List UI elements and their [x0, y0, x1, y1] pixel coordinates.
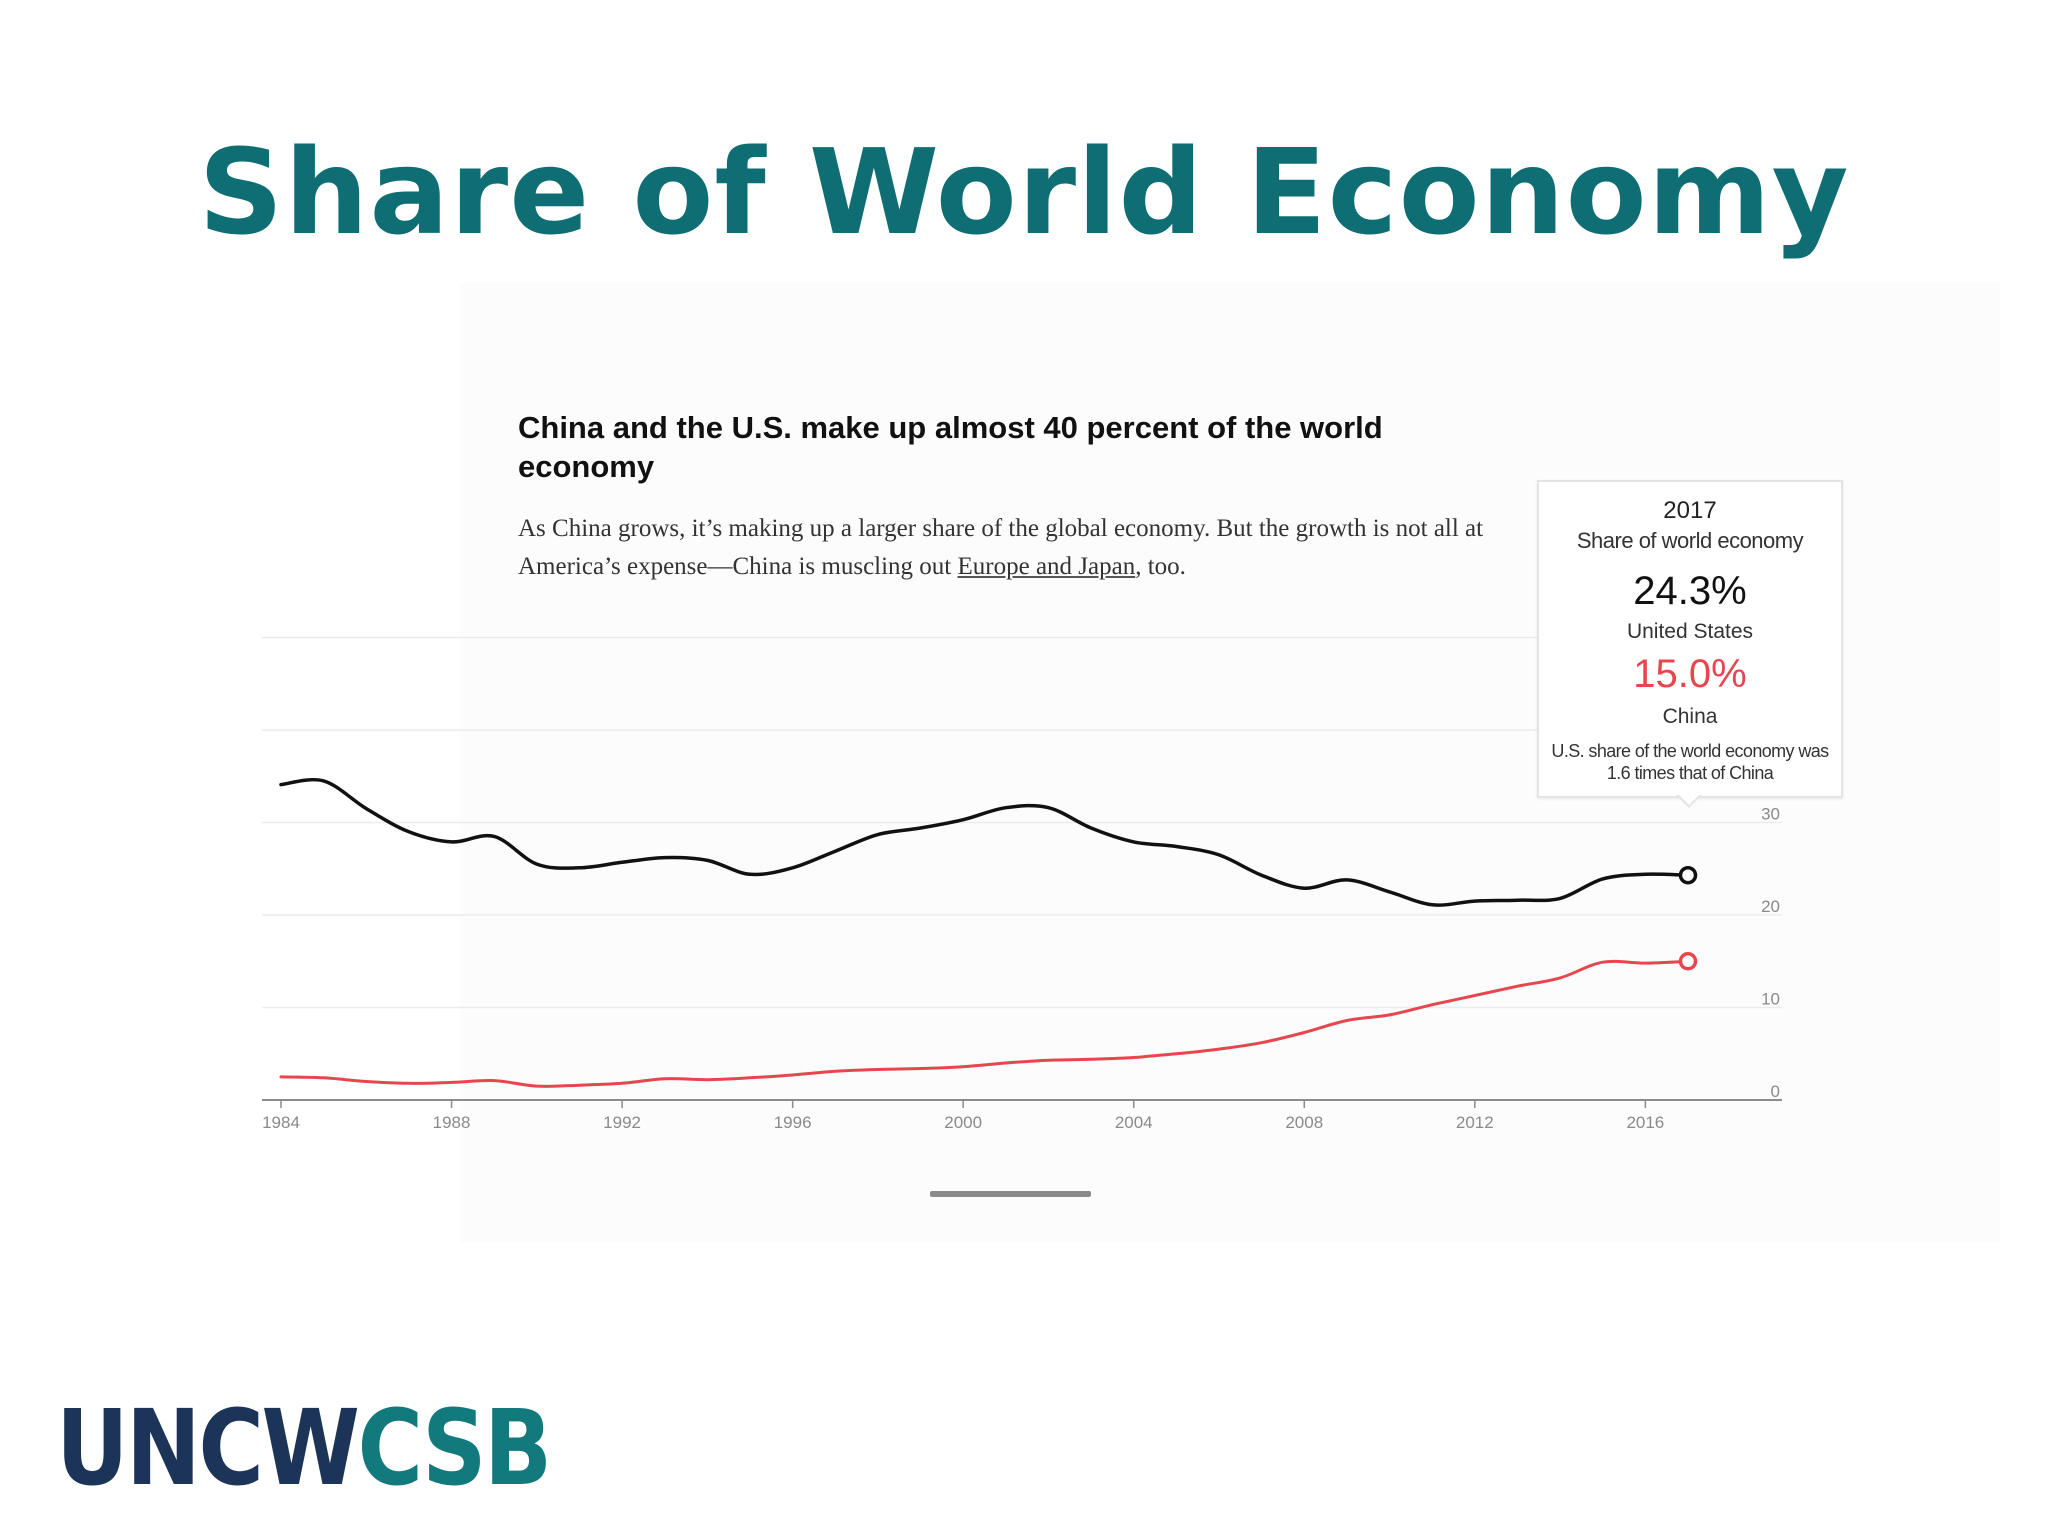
- x-tick-label: 2008: [1285, 1113, 1323, 1132]
- china-series-line: [279, 959, 1690, 1088]
- united-states-series-line: [279, 777, 1690, 907]
- x-tick-label: 1992: [603, 1113, 641, 1132]
- x-tick-label: 2000: [944, 1113, 982, 1132]
- tooltip-us-value: 24.3%: [1633, 569, 1747, 613]
- chart-description-end: , too.: [1135, 553, 1186, 580]
- scroll-indicator[interactable]: [930, 1191, 1091, 1197]
- europe-japan-link[interactable]: Europe and Japan: [957, 553, 1136, 580]
- grid-lines: [262, 636, 1782, 1009]
- x-tick-label: 1988: [433, 1113, 471, 1132]
- axes: 0 10 20 30 1984 1988 1992 1996 2000 2004 2008 2012 2…: [262, 805, 1782, 1132]
- y-tick-label: 30: [1761, 805, 1780, 824]
- logo-csb-text: CSB: [357, 1387, 552, 1509]
- tooltip-metric: Share of world economy: [1576, 528, 1804, 553]
- uncw-csb-logo: UNCWCSB: [56, 1387, 552, 1509]
- y-tick-label: 0: [1771, 1082, 1780, 1101]
- tooltip-note: U.S. share of the world economy was 1.6 …: [1551, 741, 1829, 783]
- x-tick-label: 1996: [774, 1113, 812, 1132]
- chart-description-text: As China grows, it’s making up a larger …: [518, 515, 1484, 580]
- slide-title: Share of World Economy: [198, 123, 1850, 261]
- x-tick-label: 2004: [1115, 1113, 1153, 1132]
- logo-uncw-text: UNCW: [56, 1387, 360, 1509]
- tooltip-pointer-fill: [1678, 794, 1700, 805]
- y-tick-label: 20: [1761, 897, 1780, 916]
- x-tick-label: 2012: [1456, 1113, 1494, 1132]
- tooltip-china-label: China: [1662, 705, 1718, 728]
- chart-description: As China grows, it’s making up a larger …: [518, 510, 1498, 586]
- x-tick-label: 1984: [262, 1113, 300, 1132]
- series-lines: [279, 777, 1690, 1088]
- data-tooltip: 2017 Share of world economy 24.3% United…: [1537, 480, 1843, 798]
- china-end-marker: [1678, 952, 1698, 971]
- chart-headline: China and the U.S. make up almost 40 per…: [518, 410, 1383, 484]
- tooltip-us-label: United States: [1626, 620, 1754, 643]
- y-tick-label: 10: [1761, 990, 1780, 1009]
- united-states-end-marker: [1678, 865, 1698, 885]
- tooltip-china-value: 15.0%: [1633, 652, 1747, 696]
- x-tick-label: 2016: [1626, 1113, 1664, 1132]
- tooltip-year: 2017: [1663, 497, 1717, 524]
- end-markers: [1678, 865, 1698, 971]
